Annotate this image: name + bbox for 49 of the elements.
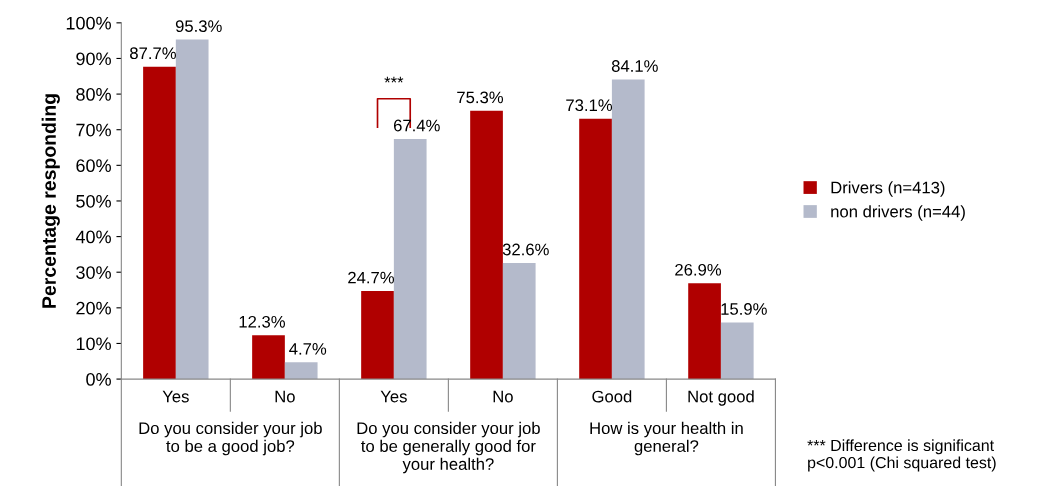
text: How is your health in general? bbox=[590, 421, 743, 456]
data-label: 4.7% bbox=[289, 343, 327, 355]
data-label: 24.7% bbox=[348, 271, 395, 284]
bar bbox=[470, 110, 503, 380]
bar bbox=[579, 118, 612, 380]
annotation: *** bbox=[384, 76, 404, 83]
legend-label: Drivers (n=413) bbox=[831, 181, 945, 197]
data-label: 26.9% bbox=[675, 263, 722, 276]
legend-label: non drivers (n=44) bbox=[831, 205, 965, 221]
x-tick-label: Good bbox=[592, 390, 632, 403]
x-tick-label: Yes bbox=[162, 390, 189, 403]
bar bbox=[252, 335, 285, 380]
data-label: 67.4% bbox=[393, 119, 440, 132]
x-tick-label: No bbox=[275, 390, 295, 403]
x-tick-label: Not good bbox=[688, 390, 754, 406]
bar bbox=[720, 322, 754, 380]
x-tick-label: Yes bbox=[380, 390, 407, 403]
y-tick-label: 60% bbox=[76, 159, 111, 173]
data-label: 84.1% bbox=[611, 60, 658, 72]
bar bbox=[611, 79, 645, 380]
bar bbox=[143, 66, 176, 380]
x-tick-label: No bbox=[493, 390, 513, 403]
y-tick-label: 80% bbox=[76, 88, 111, 101]
y-tick-label: 90% bbox=[76, 52, 111, 66]
bar bbox=[502, 262, 536, 380]
y-axis-title: Percentage responding bbox=[41, 94, 60, 308]
y-tick-label: 40% bbox=[75, 230, 111, 244]
bar bbox=[688, 283, 721, 380]
data-label: 32.6% bbox=[502, 243, 549, 256]
bar bbox=[393, 138, 427, 380]
data-label: 95.3% bbox=[175, 20, 222, 33]
data-label: 15.9% bbox=[721, 303, 767, 315]
bar bbox=[175, 39, 209, 380]
y-tick-label: 100% bbox=[66, 16, 111, 30]
text: *** Difference is significant p<0.001 (Chi squared test) bbox=[807, 439, 996, 472]
data-label: 75.3% bbox=[457, 91, 504, 104]
bar bbox=[284, 362, 318, 380]
y-tick-label: 50% bbox=[76, 194, 111, 208]
y-tick-label: 70% bbox=[76, 123, 111, 137]
y-tick-label: 30% bbox=[76, 266, 111, 279]
y-tick-label: 20% bbox=[76, 301, 111, 315]
data-label: 73.1% bbox=[566, 99, 613, 112]
data-label: 87.7% bbox=[130, 47, 176, 60]
y-tick-label: 0% bbox=[86, 373, 111, 386]
text: Do you consider your job to be a good job? bbox=[139, 421, 322, 456]
y-tick-label: 10% bbox=[76, 337, 111, 351]
bar bbox=[361, 291, 394, 380]
text: Do you consider your job to be generally good for your health? bbox=[357, 421, 540, 474]
data-label: 12.3% bbox=[239, 315, 285, 328]
